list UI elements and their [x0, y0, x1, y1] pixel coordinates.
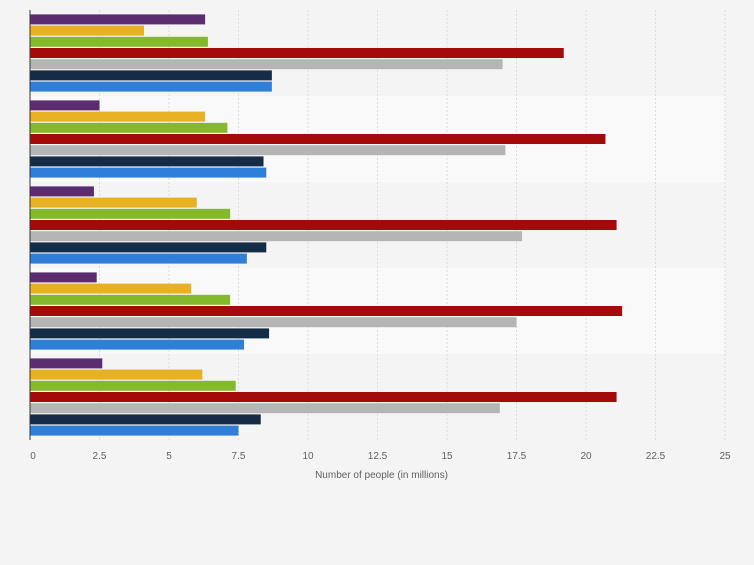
- x-axis-label: Number of people (in millions): [315, 470, 448, 481]
- bar[interactable]: [30, 14, 206, 25]
- bar[interactable]: [30, 100, 100, 111]
- bar[interactable]: [30, 403, 500, 414]
- bar[interactable]: [30, 317, 517, 328]
- x-tick-label: 12.5: [368, 451, 388, 462]
- bar[interactable]: [30, 369, 203, 380]
- bar[interactable]: [30, 122, 228, 133]
- bar[interactable]: [30, 36, 208, 47]
- bar[interactable]: [30, 414, 261, 425]
- bar[interactable]: [30, 111, 206, 122]
- bar[interactable]: [30, 425, 239, 436]
- bar[interactable]: [30, 283, 192, 294]
- bars: [30, 14, 623, 436]
- bar[interactable]: [30, 339, 245, 350]
- x-axis-ticks: 0 2.5 5 7.5 10 12.5 15 17.5 20 22.5 25: [30, 451, 731, 462]
- bar[interactable]: [30, 220, 617, 230]
- x-tick-label: 25: [719, 451, 731, 462]
- bar[interactable]: [30, 392, 617, 402]
- bar[interactable]: [30, 197, 197, 208]
- bar[interactable]: [30, 253, 247, 264]
- bar[interactable]: [30, 70, 272, 81]
- bar[interactable]: [30, 25, 144, 36]
- bar[interactable]: [30, 380, 236, 391]
- x-tick-label: 20: [580, 451, 592, 462]
- bar[interactable]: [30, 208, 231, 219]
- bar[interactable]: [30, 59, 503, 70]
- bar[interactable]: [30, 186, 94, 197]
- bar[interactable]: [30, 156, 264, 167]
- bar[interactable]: [30, 272, 97, 283]
- bar[interactable]: [30, 81, 272, 92]
- x-tick-label: 15: [441, 451, 453, 462]
- bar[interactable]: [30, 167, 267, 178]
- x-tick-label: 10: [302, 451, 314, 462]
- bar[interactable]: [30, 145, 506, 156]
- bar[interactable]: [30, 242, 267, 253]
- bar[interactable]: [30, 328, 270, 339]
- bar[interactable]: [30, 306, 623, 316]
- x-tick-label: 5: [166, 451, 172, 462]
- x-tick-label: 17.5: [507, 451, 527, 462]
- bar[interactable]: [30, 294, 231, 305]
- x-tick-label: 22.5: [646, 451, 666, 462]
- bar[interactable]: [30, 48, 564, 58]
- x-tick-label: 7.5: [232, 451, 246, 462]
- bar[interactable]: [30, 358, 103, 369]
- x-tick-label: 2.5: [93, 451, 107, 462]
- bar[interactable]: [30, 134, 606, 144]
- x-tick-label: 0: [30, 451, 36, 462]
- bar[interactable]: [30, 231, 523, 242]
